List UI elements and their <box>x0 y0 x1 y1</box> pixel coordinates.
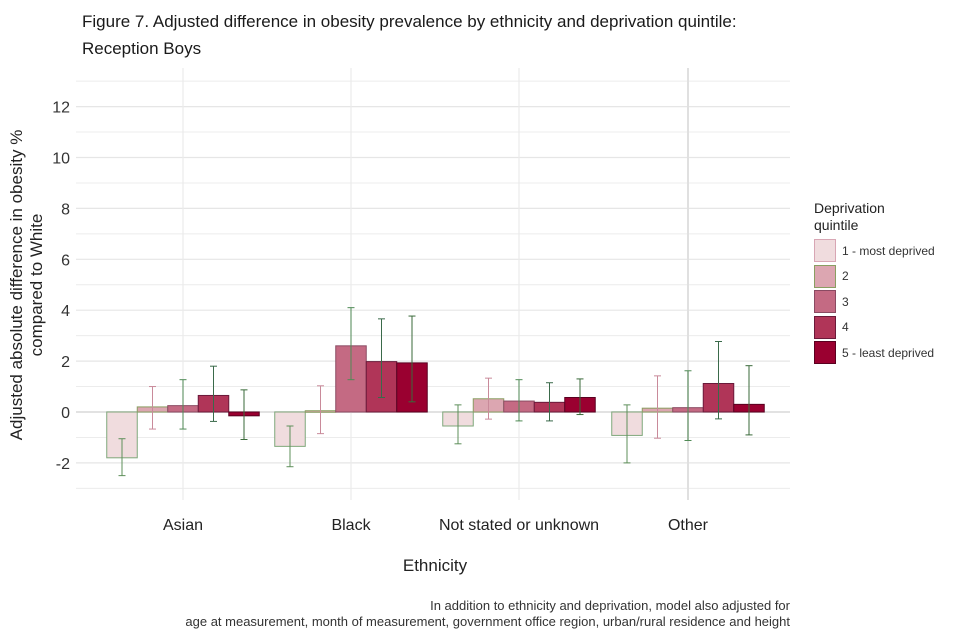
legend-label: 4 <box>842 320 849 335</box>
legend-item: 2 <box>814 264 935 290</box>
caption-line-2: age at measurement, month of measurement… <box>185 614 790 629</box>
legend: Deprivation quintile 1 - most deprived 2 3… <box>814 200 935 366</box>
legend-label: 2 <box>842 269 849 284</box>
y-axis-ticks: -2 0 2 4 6 8 10 12 <box>52 100 70 473</box>
x-tick-label: Asian <box>163 517 203 534</box>
y-axis-label-line-2: compared to White <box>27 214 46 357</box>
legend-label: 5 - least deprived <box>842 345 935 360</box>
y-axis-label-line-1: Adjusted absolute difference in obesity … <box>7 130 26 441</box>
y-tick-label: 0 <box>61 405 70 422</box>
y-tick-label: 4 <box>61 303 70 320</box>
legend-item: 4 <box>814 315 935 341</box>
legend-items: 1 - most deprived 2 3 4 5 - least deprived <box>814 238 935 366</box>
chart-title-line-2: Reception Boys <box>82 39 202 58</box>
y-tick-label: 2 <box>61 354 70 371</box>
legend-swatch <box>814 341 836 365</box>
y-tick-label: 10 <box>52 151 70 168</box>
x-axis-label: Ethnicity <box>402 556 468 575</box>
bars <box>106 345 765 459</box>
chart-title-line-1: Figure 7. Adjusted difference in obesity… <box>82 12 737 31</box>
x-axis-ticks: Asian Black Not stated or unknown Other <box>163 517 709 534</box>
caption-line-1: In addition to ethnicity and deprivation… <box>430 598 790 613</box>
legend-title-line-2: quintile <box>814 217 859 233</box>
y-tick-label: 6 <box>61 252 70 269</box>
legend-item: 1 - most deprived <box>814 238 935 264</box>
legend-swatch <box>814 290 836 314</box>
y-tick-label: 8 <box>61 201 70 218</box>
y-tick-label: 12 <box>52 100 70 117</box>
x-tick-label: Not stated or unknown <box>439 517 599 534</box>
error-bars <box>118 307 753 477</box>
legend-label: 3 <box>842 294 849 309</box>
legend-swatch <box>814 239 836 263</box>
legend-label: 1 - most deprived <box>842 243 935 258</box>
chart-title: Figure 7. Adjusted difference in obesity… <box>82 8 737 62</box>
legend-item: 3 <box>814 289 935 315</box>
legend-item: 5 - least deprived <box>814 340 935 366</box>
grid-lines <box>76 68 790 500</box>
legend-swatch <box>814 264 836 288</box>
caption: In addition to ethnicity and deprivation… <box>185 598 790 630</box>
legend-title: Deprivation quintile <box>814 200 935 234</box>
y-tick-label: -2 <box>56 456 70 473</box>
legend-title-line-1: Deprivation <box>814 200 885 216</box>
legend-swatch <box>814 315 836 339</box>
x-tick-label: Black <box>331 517 371 534</box>
x-tick-label: Other <box>668 517 709 534</box>
